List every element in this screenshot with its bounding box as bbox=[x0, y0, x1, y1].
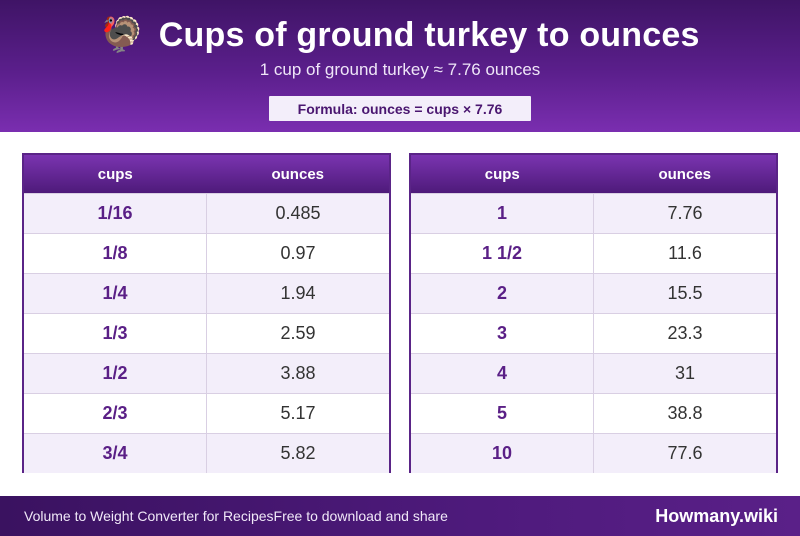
ounces-cell: 77.6 bbox=[667, 443, 703, 463]
footer-share-label: Free to download and share bbox=[273, 508, 448, 524]
column-header-ounces: ounces bbox=[658, 165, 711, 183]
formula-badge: Formula: ounces = cups × 7.76 bbox=[269, 96, 531, 121]
table-body: 1 7.76 1 1/2 11.6 2 15.5 3 23.3 4 31 5 38.8 10 77.6 bbox=[411, 193, 776, 473]
table-row: 2/3 5.17 bbox=[24, 393, 389, 433]
cups-cell: 5 bbox=[411, 394, 594, 433]
cups-cell: 1/4 bbox=[24, 274, 207, 313]
cups-cell: 1 1/2 bbox=[411, 234, 594, 273]
cups-cell: 2 bbox=[411, 274, 594, 313]
conversion-table-left: cups ounces 1/16 0.485 1/8 0.97 1/4 1.94 1/3 2.… bbox=[22, 153, 391, 473]
column-header-cups: cups bbox=[97, 165, 133, 183]
turkey-icon: 🦃 bbox=[100, 15, 143, 55]
ounces-cell: 23.3 bbox=[667, 323, 703, 343]
ounces-cell: 15.5 bbox=[667, 283, 703, 303]
footer-text: Volume to Weight Converter for Recipes F… bbox=[24, 496, 448, 536]
cups-cell: 1 bbox=[411, 194, 594, 233]
title-row: 🦃 Cups of ground turkey to ounces bbox=[0, 12, 800, 58]
ounces-cell: 38.8 bbox=[667, 403, 703, 423]
table-row: 1/3 2.59 bbox=[24, 313, 389, 353]
ounces-cell: 5.82 bbox=[280, 443, 316, 463]
ounces-cell: 0.97 bbox=[280, 243, 316, 263]
table-row: 3/4 5.82 bbox=[24, 433, 389, 473]
table-row: 4 31 bbox=[411, 353, 776, 393]
cups-cell: 4 bbox=[411, 354, 594, 393]
page-title: Cups of ground turkey to ounces bbox=[158, 15, 700, 54]
table-row: 5 38.8 bbox=[411, 393, 776, 433]
ounces-cell: 31 bbox=[674, 363, 696, 383]
ounces-cell: 3.88 bbox=[280, 363, 316, 383]
table-row: 1/2 3.88 bbox=[24, 353, 389, 393]
ounces-cell: 7.76 bbox=[667, 203, 703, 223]
page-subtitle: 1 cup of ground turkey ≈ 7.76 ounces bbox=[259, 60, 541, 79]
ounces-cell: 2.59 bbox=[280, 323, 316, 343]
table-row: 10 77.6 bbox=[411, 433, 776, 473]
cups-cell: 2/3 bbox=[24, 394, 207, 433]
table-row: 1 7.76 bbox=[411, 193, 776, 233]
column-header-cups: cups bbox=[484, 165, 520, 183]
ounces-cell: 5.17 bbox=[280, 403, 316, 423]
table-row: 1/16 0.485 bbox=[24, 193, 389, 233]
table-row: 2 15.5 bbox=[411, 273, 776, 313]
conversion-table-right: cups ounces 1 7.76 1 1/2 11.6 2 15.5 3 23.3 4 31 5… bbox=[409, 153, 778, 473]
table-body: 1/16 0.485 1/8 0.97 1/4 1.94 1/3 2.59 1/2 3.88 2/3… bbox=[24, 193, 389, 473]
ounces-cell: 1.94 bbox=[280, 283, 316, 303]
cups-cell: 10 bbox=[411, 434, 594, 473]
cups-cell: 3/4 bbox=[24, 434, 207, 473]
cups-cell: 1/8 bbox=[24, 234, 207, 273]
cups-cell: 1/2 bbox=[24, 354, 207, 393]
column-header-ounces: ounces bbox=[271, 165, 324, 183]
table-row: 3 23.3 bbox=[411, 313, 776, 353]
cups-cell: 1/16 bbox=[24, 194, 207, 233]
table-header: cups ounces bbox=[24, 155, 389, 193]
table-row: 1/4 1.94 bbox=[24, 273, 389, 313]
header-banner: 🦃 Cups of ground turkey to ounces 1 cup … bbox=[0, 0, 800, 132]
table-row: 1 1/2 11.6 bbox=[411, 233, 776, 273]
ounces-cell: 0.485 bbox=[275, 203, 321, 223]
ounces-cell: 11.6 bbox=[668, 243, 702, 263]
table-row: 1/8 0.97 bbox=[24, 233, 389, 273]
table-header: cups ounces bbox=[411, 155, 776, 193]
cups-cell: 1/3 bbox=[24, 314, 207, 353]
footer-bar: Volume to Weight Converter for Recipes F… bbox=[0, 496, 800, 536]
footer-brand[interactable]: Howmany.wiki bbox=[655, 505, 778, 526]
footer-converter-label: Volume to Weight Converter for Recipes bbox=[24, 508, 274, 524]
cups-cell: 3 bbox=[411, 314, 594, 353]
